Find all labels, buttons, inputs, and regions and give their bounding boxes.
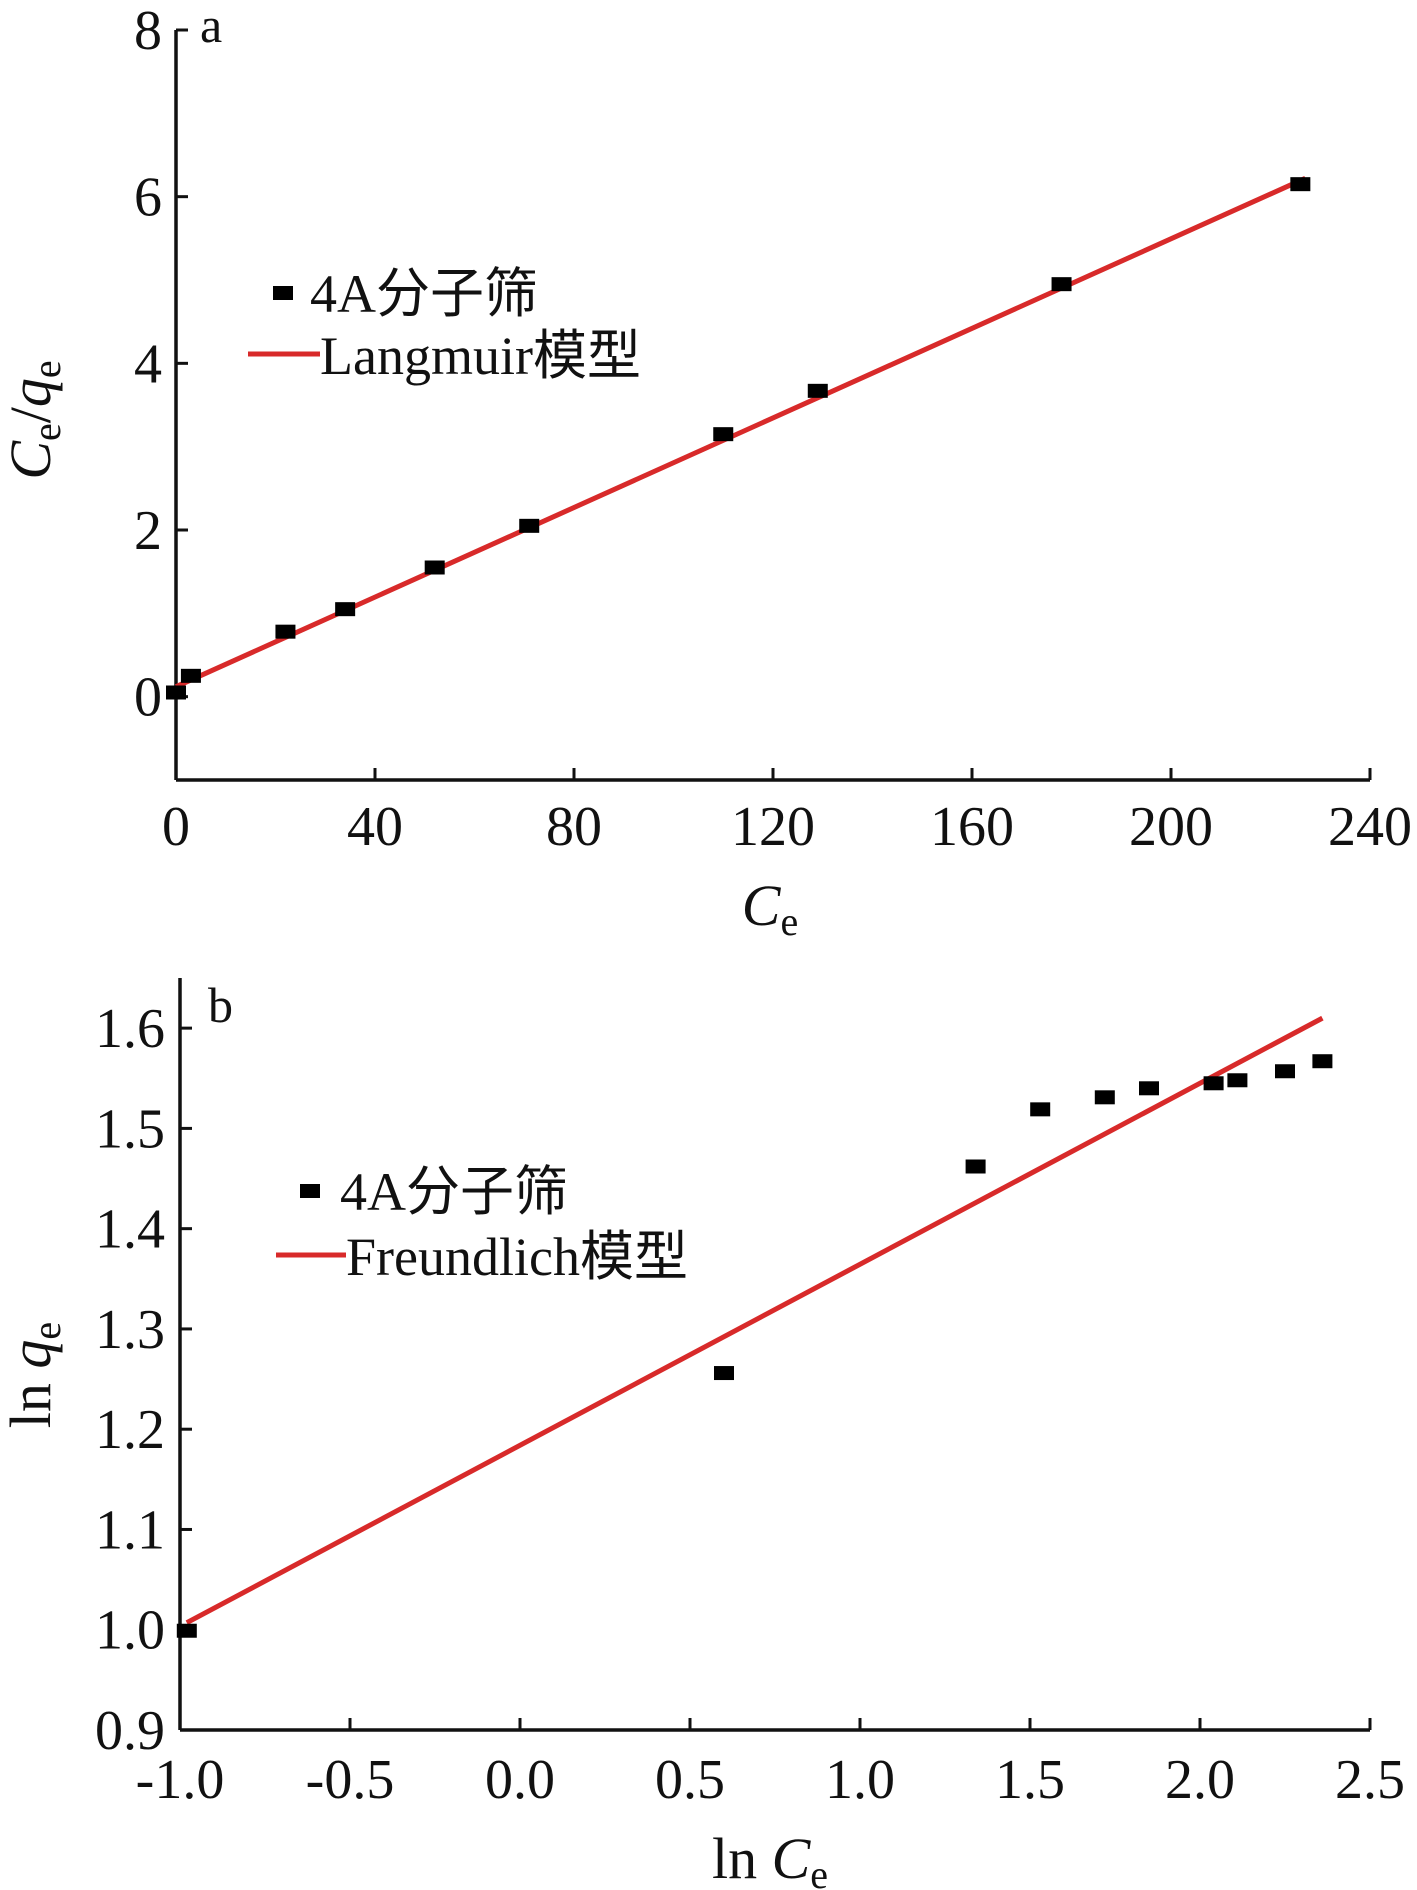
panel-b-y-axis-title-prefix: ln [0, 1369, 63, 1429]
panel-b-y-tick-label: 1.1 [95, 1499, 165, 1561]
panel-b-y-tick-label: 1.6 [95, 998, 165, 1060]
panel-a-y-axis-title-main1: C [0, 440, 63, 480]
panel-a-data-point [807, 383, 828, 398]
panel-a-y-tick-label: 6 [134, 167, 162, 229]
panel-a-y-tick-label: 2 [134, 500, 162, 562]
panel-b-x-tick-label: 1.5 [995, 1749, 1065, 1811]
panel-b-label: b [208, 977, 233, 1033]
panel-a-x-tick-label: 0 [162, 796, 190, 858]
panel-a-data-point [180, 668, 201, 683]
panel-a-axes: 0 40 80 120 160 200 240 0 2 4 6 8 [134, 0, 1412, 858]
panel-b-data-point [965, 1159, 986, 1174]
panel-a-x-axis-title: Ce [742, 873, 798, 944]
panel-b-legend: 4A分子筛 Freundlich模型 [276, 1162, 688, 1287]
panel-a-data-point [166, 685, 186, 700]
panel-a-legend-marker-icon [273, 286, 293, 300]
panel-a-fit-layer [174, 176, 1307, 689]
panel-b-data-point [1275, 1064, 1295, 1079]
panel-b-x-axis-title: ln Ce [712, 1826, 828, 1890]
panel-a-x-axis-title-sub: e [780, 899, 798, 944]
panel-a-y-axis-title-sub1: e [24, 423, 69, 441]
panel-b-y-tick-label: 1.4 [95, 1199, 165, 1261]
panel-a-legend-points-label: 4A分子筛 [310, 264, 538, 324]
panel-b-x-tick-label: 0.5 [655, 1749, 725, 1811]
panel-a-y-axis-title-main2: q [0, 378, 63, 407]
panel-b-x-tick-label: 1.0 [825, 1749, 895, 1811]
panel-a-fit-line [174, 176, 1307, 689]
panel-a-legend: 4A分子筛 Langmuir模型 [248, 264, 641, 386]
panel-b-x-axis-title-sub: e [810, 1852, 828, 1890]
panel-b-data-point [1227, 1073, 1248, 1088]
panel-b-x-tick-label: 0.0 [485, 1749, 555, 1811]
panel-b-x-tick-label: 2.5 [1335, 1749, 1405, 1811]
panel-a-y-tick-label: 0 [134, 667, 162, 729]
panel-b-data-point [1312, 1054, 1333, 1069]
panel-b-data-point [714, 1366, 734, 1381]
panel-b-y-axis-title-main: q [0, 1340, 63, 1369]
panel-a-x-tick-label: 120 [731, 796, 815, 858]
panel-a-label: a [200, 0, 222, 53]
panel-b-y-tick-label: 1.2 [95, 1399, 165, 1461]
panel-a-data-point [713, 427, 734, 442]
panel-b-data-point [1030, 1102, 1051, 1117]
panel-a-x-tick-label: 160 [930, 796, 1014, 858]
panel-a-data-point [1051, 277, 1072, 292]
panel-a-x-axis-title-main: C [742, 873, 782, 938]
panel-a-data-point [1290, 177, 1311, 192]
panel-b-data-point [1203, 1076, 1224, 1091]
panel-a-y-axis-title-slash: / [0, 406, 63, 423]
panel-b-legend-marker-icon [300, 1184, 320, 1198]
panel-a-data-point [424, 560, 445, 575]
panel-b-data-point [1139, 1081, 1159, 1096]
panel-b-plot: b -1.0 -0.5 0.0 0.5 1.0 1.5 2.0 2.5 0.9 1.0 1.1 1.2… [0, 977, 1405, 1890]
panel-b-data-point [1094, 1090, 1115, 1105]
panel-b-legend-line-label: Freundlich模型 [346, 1227, 688, 1287]
panel-b-x-axis-title-main: C [772, 1826, 812, 1890]
panel-a-x-tick-label: 240 [1328, 796, 1412, 858]
panel-a-y-axis-title-sub2: e [24, 360, 69, 378]
panel-b-fit-line [185, 1015, 1324, 1625]
panel-a-y-axis-title: Ce/qe [0, 360, 69, 479]
panel-b-y-axis-title: ln qe [0, 1322, 69, 1428]
panel-b-y-tick-label: 1.3 [95, 1299, 165, 1361]
panel-b-y-tick-label: 0.9 [95, 1700, 165, 1762]
panel-b-x-tick-label: -1.0 [136, 1749, 225, 1811]
panel-b-y-tick-label: 1.0 [95, 1600, 165, 1662]
panel-a-x-tick-label: 200 [1129, 796, 1213, 858]
panel-a-data-point [519, 518, 540, 533]
panel-a-legend-line-label: Langmuir模型 [320, 326, 641, 386]
panel-b-x-axis-title-prefix: ln [712, 1826, 772, 1890]
panel-b-legend-points-label: 4A分子筛 [340, 1162, 568, 1222]
panel-a-points-layer [166, 177, 1311, 700]
panel-b-x-tick-label: -0.5 [306, 1749, 395, 1811]
panel-b-fit-layer [185, 1015, 1324, 1625]
panel-a-x-tick-label: 40 [347, 796, 403, 858]
panel-a-data-point [275, 624, 296, 639]
panel-b-x-tick-label: 2.0 [1165, 1749, 1235, 1811]
panel-a-x-tick-label: 80 [546, 796, 602, 858]
panel-a-data-point [335, 602, 356, 617]
panel-a-y-tick-label: 8 [134, 0, 162, 62]
panel-b-data-point [176, 1623, 197, 1638]
panel-b-y-axis-title-sub: e [24, 1322, 69, 1340]
panel-b-y-tick-label: 1.5 [95, 1098, 165, 1160]
panel-a-y-tick-label: 4 [134, 333, 162, 395]
panel-b-points-layer [176, 1054, 1333, 1638]
